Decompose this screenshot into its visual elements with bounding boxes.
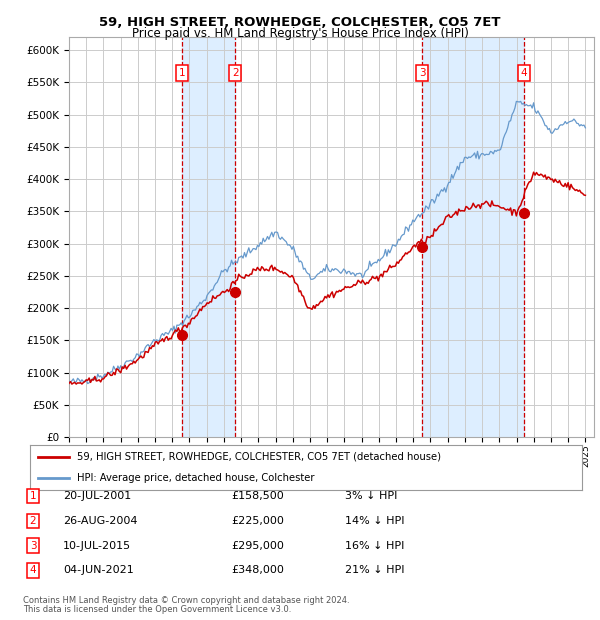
Text: 21% ↓ HPI: 21% ↓ HPI [345, 565, 404, 575]
Text: 2: 2 [29, 516, 37, 526]
Text: 04-JUN-2021: 04-JUN-2021 [63, 565, 134, 575]
Text: Price paid vs. HM Land Registry's House Price Index (HPI): Price paid vs. HM Land Registry's House … [131, 27, 469, 40]
Text: 10-JUL-2015: 10-JUL-2015 [63, 541, 131, 551]
Bar [422, 37, 524, 437]
Text: 3: 3 [29, 541, 37, 551]
Text: 59, HIGH STREET, ROWHEDGE, COLCHESTER, CO5 7ET (detached house): 59, HIGH STREET, ROWHEDGE, COLCHESTER, C… [77, 452, 441, 462]
Text: £295,000: £295,000 [231, 541, 284, 551]
Text: HPI: Average price, detached house, Colchester: HPI: Average price, detached house, Colc… [77, 472, 314, 482]
Text: 2: 2 [232, 68, 238, 78]
Bar [182, 37, 235, 437]
Text: £225,000: £225,000 [231, 516, 284, 526]
Text: 4: 4 [29, 565, 37, 575]
Text: 20-JUL-2001: 20-JUL-2001 [63, 491, 131, 501]
Text: This data is licensed under the Open Government Licence v3.0.: This data is licensed under the Open Gov… [23, 604, 291, 614]
Text: 4: 4 [520, 68, 527, 78]
Text: 3: 3 [419, 68, 425, 78]
Text: Contains HM Land Registry data © Crown copyright and database right 2024.: Contains HM Land Registry data © Crown c… [23, 596, 349, 605]
Text: 59, HIGH STREET, ROWHEDGE, COLCHESTER, CO5 7ET: 59, HIGH STREET, ROWHEDGE, COLCHESTER, C… [99, 16, 501, 29]
Text: 14% ↓ HPI: 14% ↓ HPI [345, 516, 404, 526]
Text: 26-AUG-2004: 26-AUG-2004 [63, 516, 137, 526]
Text: £348,000: £348,000 [231, 565, 284, 575]
Text: £158,500: £158,500 [231, 491, 284, 501]
Text: 1: 1 [29, 491, 37, 501]
Text: 16% ↓ HPI: 16% ↓ HPI [345, 541, 404, 551]
Text: 3% ↓ HPI: 3% ↓ HPI [345, 491, 397, 501]
Text: 1: 1 [178, 68, 185, 78]
